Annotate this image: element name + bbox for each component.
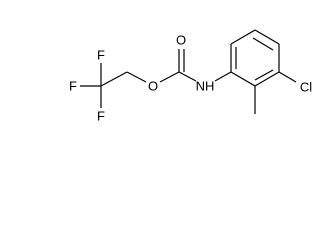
atom-label: F bbox=[97, 48, 105, 63]
structure-diagram: F F F O O NH Cl bbox=[69, 29, 312, 124]
atom-label: O bbox=[176, 33, 186, 48]
bond bbox=[100, 71, 128, 87]
bond bbox=[254, 29, 280, 45]
atom-label: Cl bbox=[300, 80, 312, 95]
bond bbox=[126, 71, 147, 83]
bond bbox=[178, 71, 197, 82]
bond bbox=[254, 71, 280, 87]
bond bbox=[159, 71, 180, 83]
bond bbox=[214, 71, 232, 82]
bond bbox=[278, 71, 297, 83]
ring bbox=[230, 29, 280, 87]
page: F F F O O NH Cl (() => { const data = JS… bbox=[69, 29, 313, 124]
bond bbox=[252, 37, 274, 51]
atom-label: F bbox=[97, 109, 105, 124]
atom-label: O bbox=[148, 79, 158, 94]
atom-label: NH bbox=[196, 79, 215, 94]
bond bbox=[254, 69, 274, 81]
bond bbox=[230, 71, 256, 87]
atom-label: F bbox=[69, 79, 77, 94]
bond bbox=[230, 29, 256, 45]
